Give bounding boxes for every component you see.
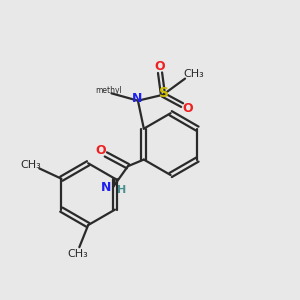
Text: N: N (132, 92, 142, 105)
Text: CH₃: CH₃ (184, 69, 204, 79)
Text: O: O (155, 60, 165, 73)
Text: N: N (101, 181, 112, 194)
Text: S: S (159, 86, 170, 100)
Text: O: O (95, 144, 106, 158)
Text: methyl: methyl (96, 86, 122, 95)
Text: O: O (183, 101, 193, 115)
Text: H: H (117, 185, 126, 195)
Text: CH₃: CH₃ (20, 160, 41, 170)
Text: CH₃: CH₃ (68, 249, 88, 259)
